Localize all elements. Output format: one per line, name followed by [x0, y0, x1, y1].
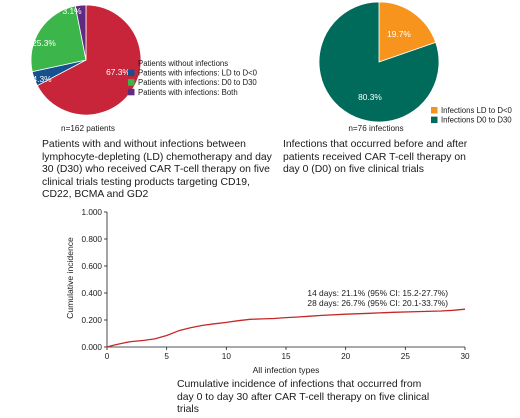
legend-label-patients-with-infections-ld-to-d-0: Patients with infections: LD to D<0 — [138, 69, 258, 78]
x-axis-label: All infection types — [253, 365, 320, 375]
pie-chart-patients: 67.3% 4.3% 25.3% 3.1% — [30, 4, 142, 116]
y-axis-label: Cumulative incidence — [65, 237, 75, 319]
pie-slice-label-patients-with-infections-d0-to-d30: 25.3% — [32, 38, 56, 48]
legend-label-patients-without-infections: Patients without infections — [138, 59, 228, 68]
pie-slice-patients-with-infections-d0-to-d30 — [30, 5, 87, 73]
legend-swatch-patients-without-infections — [128, 60, 135, 67]
cumulative-incidence-line — [106, 308, 466, 348]
pie-slice-label-infections-ld-to-d-0: 19.7% — [387, 29, 411, 39]
caption-infections-pie: Infections that occurred before and afte… — [283, 139, 468, 176]
x-tick-label: 5 — [164, 352, 169, 361]
pie-chart-infections: 19.7% 80.3% — [318, 1, 440, 123]
pie-slice-label-patients-with-infections-ld-to-d-0: 4.3% — [32, 74, 52, 84]
legend-label-infections-d0-to-d30: Infections D0 to D30 — [441, 116, 512, 125]
pie-n-label-patients: n=162 patients — [61, 124, 115, 133]
pie-slice-patients-with-infections-both — [74, 4, 87, 61]
x-tick-label: 20 — [341, 352, 351, 361]
x-tick-label: 30 — [460, 352, 470, 361]
legend-label-patients-with-infections-both: Patients with infections: Both — [138, 88, 238, 97]
pie-slice-label-patients-with-infections-both: 3.1% — [62, 6, 82, 16]
x-tick-label: 25 — [401, 352, 411, 361]
legend-label-infections-ld-to-d-0: Infections LD to D<0 — [441, 106, 513, 115]
x-tick-label: 15 — [281, 352, 291, 361]
y-tick-label: 0.400 — [82, 289, 103, 298]
legend-swatch-patients-with-infections-d0-to-d30 — [128, 79, 135, 86]
y-tick-label: 0.600 — [82, 262, 103, 271]
pie-slice-label-patients-without-infections: 67.3% — [106, 67, 130, 77]
pie-slice-label-infections-d0-to-d30: 80.3% — [358, 92, 382, 102]
pie-slice-patients-without-infections — [36, 4, 142, 116]
caption-cumulative-incidence: Cumulative incidence of infections that … — [177, 379, 430, 416]
legend-label-patients-with-infections-d0-to-d30: Patients with infections: D0 to D30 — [138, 78, 257, 87]
pie-slice-infections-d0-to-d30 — [318, 1, 440, 123]
annotation-28-days: 28 days: 26.7% (95% CI: 20.1-33.7%) — [307, 298, 448, 308]
y-tick-label: 0.800 — [82, 235, 103, 244]
legend-swatch-patients-with-infections-both — [128, 88, 135, 96]
pie-n-label-infections: n=76 infections — [348, 124, 403, 133]
legend-swatch-infections-ld-to-d-0 — [431, 107, 438, 114]
legend-swatch-patients-with-infections-ld-to-d-0 — [128, 69, 135, 77]
x-tick-label: 0 — [105, 352, 110, 361]
cumulative-incidence-plot: 0 5 10 15 20 25 30 0.000 0.200 0.400 0.600 0.800 1.0… — [82, 208, 470, 361]
caption-patients-pie: Patients with and without infections bet… — [42, 139, 272, 201]
y-tick-label: 1.000 — [82, 208, 103, 217]
annotation-14-days: 14 days: 21.1% (95% CI: 15.2-27.7%) — [307, 288, 448, 298]
y-tick-label: 0.000 — [82, 343, 103, 352]
y-tick-label: 0.200 — [82, 316, 103, 325]
legend-swatch-infections-d0-to-d30 — [431, 116, 438, 124]
x-tick-label: 10 — [222, 352, 232, 361]
